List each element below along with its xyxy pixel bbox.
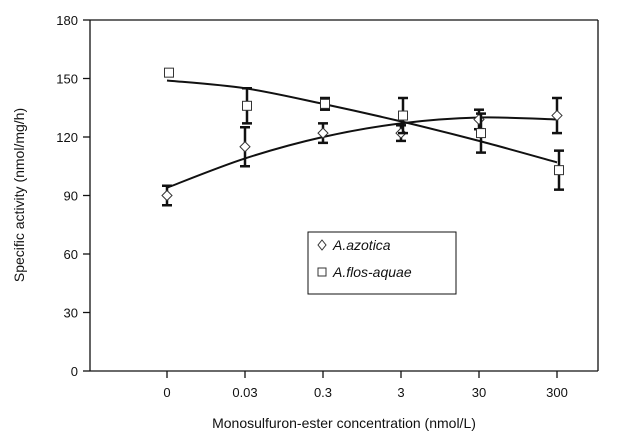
series-1 bbox=[164, 67, 564, 191]
series-0 bbox=[161, 96, 563, 207]
legend-entry-a-flos-aquae: A.flos-aquae bbox=[317, 264, 412, 280]
legend: A.azotica A.flos-aquae bbox=[307, 231, 457, 295]
data-point-square bbox=[476, 128, 486, 139]
data-point-diamond bbox=[473, 113, 485, 126]
legend-diamond-icon bbox=[317, 239, 327, 251]
y-tick-label: 0 bbox=[71, 364, 78, 379]
y-tick-label: 150 bbox=[56, 72, 78, 87]
data-point-square bbox=[554, 165, 564, 176]
x-tick-label: 0.3 bbox=[314, 385, 332, 400]
data-point-diamond bbox=[161, 189, 173, 202]
data-point-diamond bbox=[317, 127, 329, 139]
y-tick-label: 60 bbox=[64, 247, 78, 262]
y-tick-label: 90 bbox=[64, 189, 78, 204]
legend-label-a-azotica: A.azotica bbox=[332, 237, 391, 253]
ticks: 0 30 60 90 120 150 180 0 0.03 0.3 3 30 300 bbox=[56, 13, 568, 400]
x-tick-label: 30 bbox=[472, 385, 486, 400]
y-tick-label: 180 bbox=[56, 13, 78, 28]
series bbox=[161, 67, 564, 207]
data-point-diamond bbox=[239, 141, 251, 153]
x-tick-label: 0.03 bbox=[232, 385, 257, 400]
trend-line bbox=[166, 79, 558, 164]
legend-label-a-flos-aquae: A.flos-aquae bbox=[332, 264, 412, 280]
x-tick-label: 300 bbox=[546, 385, 568, 400]
data-point-diamond bbox=[551, 109, 563, 122]
data-point-square bbox=[320, 98, 330, 109]
y-axis-title: Specific activity (nmol/mg/h) bbox=[11, 108, 27, 282]
x-tick-label: 3 bbox=[397, 385, 404, 400]
data-point-square bbox=[164, 67, 174, 78]
trend-line bbox=[166, 116, 558, 189]
y-tick-label: 30 bbox=[64, 306, 78, 321]
legend-square-icon bbox=[317, 267, 327, 277]
x-tick-label: 0 bbox=[163, 385, 170, 400]
data-point-square bbox=[242, 100, 252, 111]
x-axis-title: Monosulfuron-ester concentration (nmol/L… bbox=[212, 415, 476, 431]
legend-box bbox=[307, 231, 457, 295]
data-point-square bbox=[398, 110, 408, 121]
y-tick-label: 120 bbox=[56, 130, 78, 145]
legend-entry-a-azotica: A.azotica bbox=[317, 237, 391, 253]
